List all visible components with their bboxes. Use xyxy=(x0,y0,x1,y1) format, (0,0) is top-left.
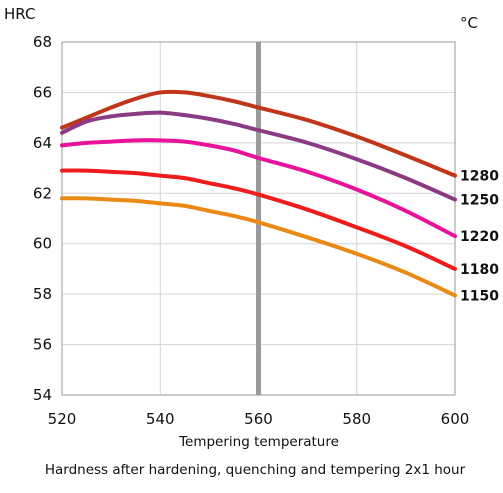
y-tick-label: 66 xyxy=(33,83,52,101)
y-tick-label: 64 xyxy=(33,134,52,152)
x-tick-label: 580 xyxy=(342,410,371,428)
chart-title: Hardness after hardening, quenching and … xyxy=(45,462,466,478)
series-line-1220 xyxy=(60,138,457,239)
x-axis-label: Tempering temperature xyxy=(178,434,339,450)
y-tick-label: 56 xyxy=(33,336,52,354)
series-label-1150: 1150 xyxy=(460,288,499,304)
y-tick-label: 60 xyxy=(33,235,52,253)
y-tick-label: 58 xyxy=(33,285,52,303)
series-label-1220: 1220 xyxy=(460,229,499,245)
y-axis-label: HRC xyxy=(4,5,35,23)
x-tick-labels: 520 540 560 580 600 xyxy=(48,410,470,428)
series-group xyxy=(60,89,457,298)
y-tick-label: 68 xyxy=(33,33,52,51)
x-tick-label: 520 xyxy=(48,410,77,428)
y-tick-labels: 54 56 58 60 62 64 66 68 xyxy=(33,33,52,404)
series-label-1280: 1280 xyxy=(460,169,499,185)
series-label-1250: 1250 xyxy=(460,193,499,209)
series-line-1250 xyxy=(60,110,457,202)
x-tick-label: 560 xyxy=(244,410,273,428)
series-line-1280 xyxy=(60,89,457,178)
y-tick-label: 54 xyxy=(33,386,52,404)
series-label-1180: 1180 xyxy=(460,262,499,278)
x-tick-label: 540 xyxy=(146,410,175,428)
legend-title: °C xyxy=(460,14,478,32)
series-labels: 1280 1250 1220 1180 1150 xyxy=(460,169,499,305)
y-tick-label: 62 xyxy=(33,184,52,202)
series-line-1150 xyxy=(60,196,457,298)
series-line-1180 xyxy=(60,168,457,271)
x-tick-label: 600 xyxy=(441,410,470,428)
